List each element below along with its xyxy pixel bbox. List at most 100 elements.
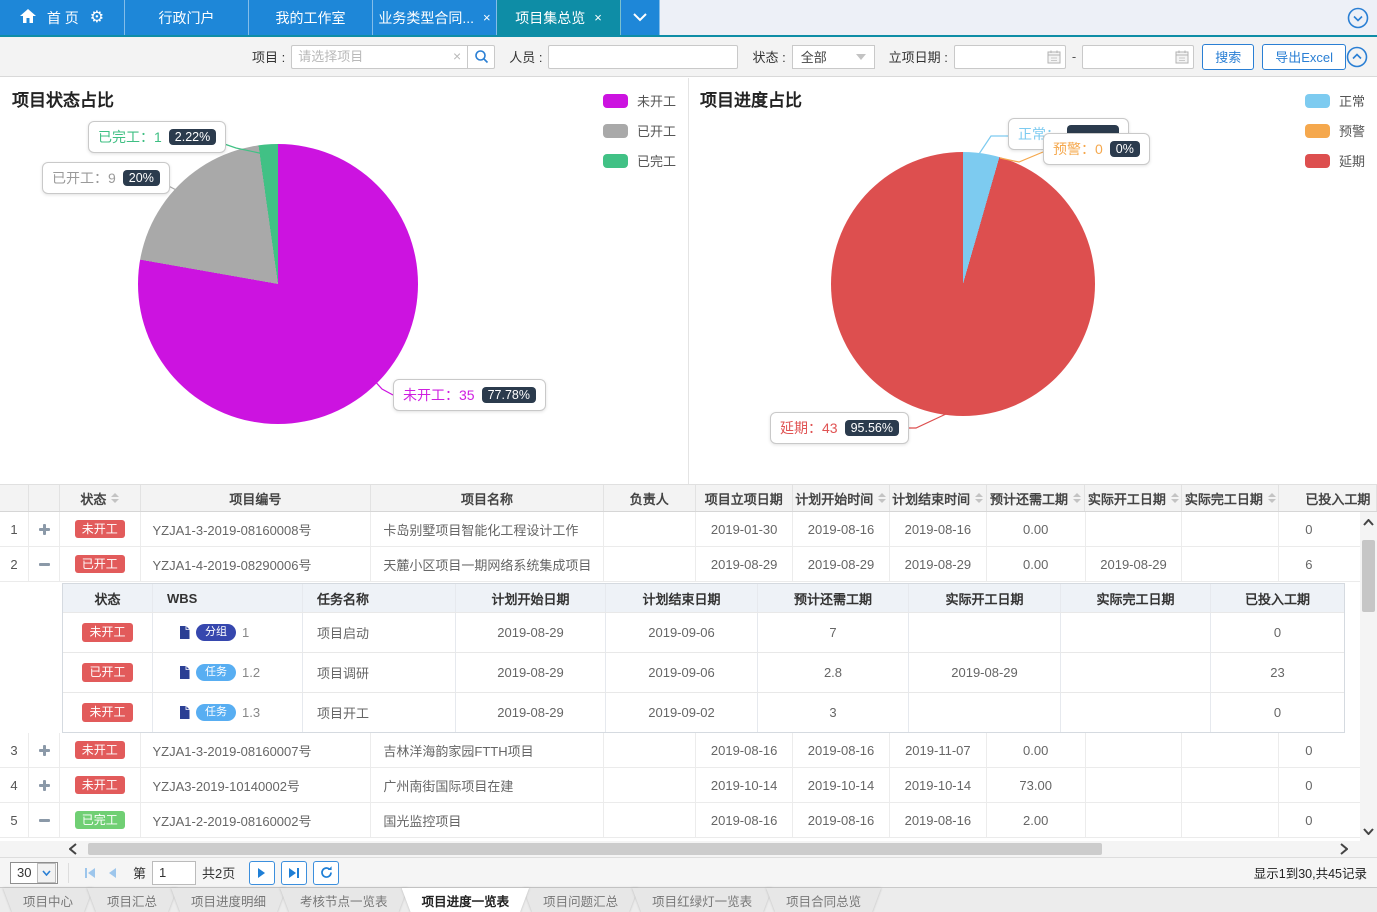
vertical-scrollbar[interactable] (1360, 512, 1377, 841)
bottom-tab-project-summary[interactable]: 项目汇总 (87, 888, 177, 912)
header-status[interactable]: 状态 (60, 485, 141, 511)
next-page-button[interactable] (249, 860, 276, 885)
page-size-value: 30 (17, 865, 32, 880)
progress-pie-chart[interactable] (831, 152, 1095, 416)
close-icon[interactable]: × (594, 10, 602, 25)
progress-chart-title: 项目进度占比 (700, 91, 802, 110)
status-pie-chart[interactable] (138, 144, 418, 424)
plan-start: 2019-08-29 (456, 653, 606, 692)
legend-item[interactable]: 未开工 (602, 91, 676, 110)
row-number: 4 (0, 768, 30, 802)
tab-workspace[interactable]: 我的工作室 (249, 0, 373, 35)
sub-header-actual-end[interactable]: 实际完工日期 (1061, 584, 1211, 612)
calendar-icon[interactable] (1175, 50, 1189, 67)
table-row[interactable]: 4 未开工 YZJA3-2019-10140002号 广州南街国际项目在建 20… (0, 768, 1377, 803)
bottom-tab-project-center[interactable]: 项目中心 (3, 888, 93, 912)
collapse-panel-up-icon[interactable] (1346, 46, 1368, 68)
row-number: 5 (0, 803, 30, 837)
sub-header-invested[interactable]: 已投入工期 (1244, 591, 1310, 607)
sub-header-plan-start[interactable]: 计划开始日期 (456, 584, 606, 612)
status-select[interactable]: 全部 (791, 44, 875, 69)
prev-page-button[interactable] (101, 862, 123, 884)
date-from-input[interactable] (953, 44, 1066, 69)
sub-header-actual-start[interactable]: 实际开工日期 (909, 584, 1061, 612)
plan-end: 2019-08-29 (890, 547, 987, 581)
person-filter-label: 人员 : (509, 50, 543, 65)
project-search-input[interactable] (291, 44, 468, 69)
subtable-row[interactable]: 已开工 任务 1.2 项目调研 2019-08-29 2019-09-06 2.… (63, 652, 1344, 692)
clear-icon[interactable]: × (453, 47, 462, 64)
first-page-button[interactable] (79, 862, 101, 884)
header-invested[interactable]: 已投入工期 (1279, 485, 1377, 511)
subtable-row[interactable]: 未开工 任务 1.3 项目开工 2019-08-29 2019-09-02 3 … (63, 692, 1344, 732)
row-number: 2 (0, 547, 30, 581)
legend-item[interactable]: 预警 (1304, 121, 1365, 140)
bottom-tab-assessment-nodes[interactable]: 考核节点一览表 (280, 888, 408, 912)
bottom-tab-contract-overview[interactable]: 项目合同总览 (766, 888, 881, 912)
header-actual-start[interactable]: 实际开工日期 (1085, 485, 1183, 511)
last-page-button[interactable] (281, 860, 308, 885)
horizontal-scroll-thumb[interactable] (88, 843, 1102, 855)
collapse-icon[interactable] (38, 558, 51, 571)
bottom-tab-issue-summary[interactable]: 项目问题汇总 (523, 888, 638, 912)
header-project-name[interactable]: 项目名称 (371, 485, 604, 511)
legend-item[interactable]: 已开工 (602, 121, 676, 140)
table-row[interactable]: 2 已开工 YZJA1-4-2019-08290006号 天麓小区项目一期网络系… (0, 547, 1377, 582)
tab-project-overview[interactable]: 项目集总览 × (497, 0, 621, 35)
close-icon[interactable]: × (483, 10, 491, 25)
person-input[interactable] (548, 44, 739, 69)
notstarted-callout: 未开工：35 77.78% (393, 379, 546, 411)
collapse-icon[interactable] (38, 814, 51, 827)
status-badge: 已开工 (74, 554, 125, 574)
collapse-panel-down-icon[interactable] (1347, 7, 1369, 29)
table-row[interactable]: 3 未开工 YZJA1-3-2019-08160007号 吉林洋海韵家园FTTH… (0, 733, 1377, 768)
refresh-button[interactable] (313, 860, 340, 885)
expand-icon[interactable] (38, 744, 51, 757)
tab-portal[interactable]: 行政门户 (125, 0, 249, 35)
bottom-tab-traffic-light[interactable]: 项目红绿灯一览表 (632, 888, 772, 912)
export-excel-button[interactable]: 导出Excel (1262, 43, 1346, 70)
header-owner[interactable]: 负责人 (604, 485, 696, 511)
horizontal-scrollbar[interactable] (0, 841, 1377, 857)
tab-contract[interactable]: 业务类型合同... × (373, 0, 497, 35)
header-actual-end[interactable]: 实际完工日期 (1182, 485, 1280, 511)
scroll-left-icon[interactable] (58, 841, 88, 857)
sub-header-plan-end[interactable]: 计划结束日期 (606, 584, 758, 612)
sub-header-task[interactable]: 任务名称 (303, 584, 456, 612)
actual-end (1182, 547, 1280, 581)
scroll-down-icon[interactable] (1360, 821, 1377, 841)
gear-icon[interactable]: ⚙ (89, 8, 105, 26)
bottom-tab-progress-list[interactable]: 项目进度一览表 (402, 888, 530, 912)
expand-icon[interactable] (38, 523, 51, 536)
header-plan-end[interactable]: 计划结束时间 (890, 485, 987, 511)
legend-item[interactable]: 已完工 (602, 151, 676, 170)
divider (68, 862, 69, 883)
header-approve-date[interactable]: 项目立项日期 (696, 485, 793, 511)
tab-list-dropdown[interactable] (621, 0, 660, 35)
scroll-right-icon[interactable] (1329, 841, 1359, 857)
table-row[interactable]: 5 已完工 YZJA1-2-2019-08160002号 国光监控项目 2019… (0, 803, 1377, 838)
legend-item[interactable]: 延期 (1304, 151, 1365, 170)
header-project-code[interactable]: 项目编号 (141, 485, 372, 511)
calendar-icon[interactable] (1047, 50, 1061, 67)
bottom-tab-progress-detail[interactable]: 项目进度明细 (171, 888, 286, 912)
page-number-input[interactable] (152, 860, 197, 885)
scroll-up-icon[interactable] (1360, 512, 1377, 532)
date-to-input[interactable] (1082, 44, 1195, 69)
header-remaining[interactable]: 预计还需工期 (987, 485, 1086, 511)
sub-header-wbs[interactable]: WBS (153, 584, 303, 612)
home-tab[interactable]: 首 页 ⚙ (0, 0, 125, 35)
date-filter-label: 立项日期 : (888, 50, 948, 65)
search-button[interactable]: 搜索 (1202, 43, 1255, 70)
subtable-row[interactable]: 未开工 分组 1 项目启动 2019-08-29 2019-09-06 7 0 (63, 612, 1344, 652)
legend-item[interactable]: 正常 (1304, 91, 1365, 110)
vertical-scroll-thumb[interactable] (1362, 540, 1375, 612)
sub-header-remaining[interactable]: 预计还需工期 (758, 584, 909, 612)
header-plan-start[interactable]: 计划开始时间 (793, 485, 890, 511)
expand-icon[interactable] (38, 779, 51, 792)
actual-end (1061, 653, 1211, 692)
sub-header-status[interactable]: 状态 (63, 584, 153, 612)
table-row[interactable]: 1 未开工 YZJA1-3-2019-08160008号 卡岛别墅项目智能化工程… (0, 512, 1377, 547)
page-size-select[interactable]: 30 (10, 861, 58, 884)
project-lookup-button[interactable] (467, 44, 496, 69)
